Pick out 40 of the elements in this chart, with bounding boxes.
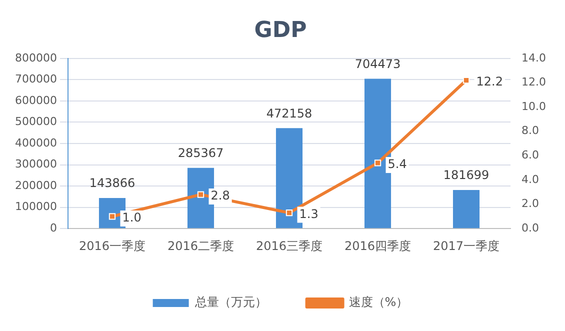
y-tick-label: 400000: [14, 136, 57, 150]
y2-tick-label: 6.0: [522, 148, 540, 162]
y2-tick-label: 8.0: [522, 124, 540, 138]
data-label: 1.0: [122, 210, 142, 225]
data-label: 143866: [89, 176, 136, 190]
data-label: 5.4: [388, 157, 407, 172]
data-label: 704473: [354, 56, 401, 71]
y2-tick-label: 4.0: [522, 172, 540, 186]
data-label: 2.8: [210, 188, 230, 203]
y2-tick-label: 14.0: [522, 51, 546, 64]
data-label: 1.3: [299, 206, 318, 221]
y2-tick-label: 0.0: [522, 221, 540, 234]
x-tick-label: 2017一季度: [432, 238, 500, 253]
legend-label: 速度（%）: [348, 295, 408, 310]
x-tick-label: 2016三季度: [256, 238, 323, 253]
y-tick-label: 200000: [14, 178, 57, 192]
data-label: 181699: [443, 168, 490, 182]
bar: [452, 190, 480, 228]
y-tick-label: 600000: [14, 94, 57, 107]
y-tick-label: 300000: [14, 158, 57, 171]
legend-label: 总量（万元）: [194, 295, 267, 310]
point: [197, 191, 204, 198]
chart-title: GDP: [254, 18, 307, 43]
y-tick-label: 800000: [14, 51, 57, 64]
y-tick-label: 500000: [14, 115, 57, 128]
point: [374, 160, 382, 166]
data-label: 12.2: [476, 74, 503, 88]
y2-tick-label: 12.0: [522, 76, 546, 89]
y-tick-label: 0: [50, 221, 57, 234]
y-tick-label: 700000: [14, 72, 57, 86]
point: [286, 209, 293, 216]
point: [108, 213, 116, 220]
data-label: 472158: [266, 106, 312, 120]
x-tick-label: 2016一季度: [78, 238, 146, 253]
data-label: 285367: [178, 146, 224, 160]
x-tick-label: 2016四季度: [344, 238, 412, 253]
y2-tick-label: 2.0: [522, 197, 540, 210]
x-tick-label: 2016二季度: [167, 238, 234, 253]
y2-tick-label: 10.0: [522, 100, 546, 113]
y-tick-label: 100000: [14, 200, 57, 214]
